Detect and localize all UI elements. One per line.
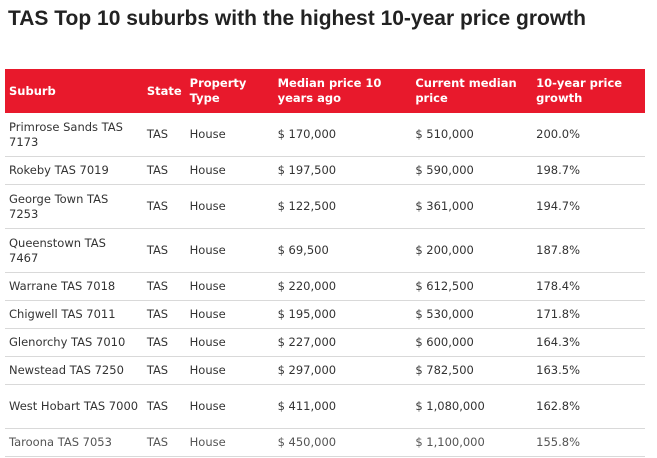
header-median-10-years-ago: Median price 10 years ago (273, 69, 412, 113)
cell-property-type: House (185, 356, 274, 385)
header-state: State (142, 69, 186, 113)
cell-property-type: House (185, 113, 274, 157)
cell-suburb: Primrose Sands TAS 7173 (5, 113, 143, 157)
cell-median-10-years-ago: $ 411,000 (273, 384, 412, 429)
table-row: Primrose Sands TAS 7173 TAS House $ 170,… (5, 113, 645, 157)
cell-price-growth: 198.7% (532, 156, 645, 185)
cell-suburb: Queenstown TAS 7467 (5, 228, 143, 273)
cell-current-median: $ 200,000 (411, 228, 533, 273)
cell-property-type: House (185, 228, 274, 273)
table-row: West Hobart TAS 7000 TAS House $ 411,000… (5, 384, 645, 429)
header-property-type: Property Type (185, 69, 274, 113)
cell-state: TAS (142, 113, 186, 157)
cell-median-10-years-ago: $ 195,000 (273, 300, 412, 329)
cell-state: TAS (142, 428, 186, 457)
cell-current-median: $ 530,000 (411, 300, 533, 329)
cell-suburb: Glenorchy TAS 7010 (5, 328, 143, 357)
cell-property-type: House (185, 184, 274, 229)
cell-price-growth: 200.0% (532, 113, 645, 157)
table-row: Rokeby TAS 7019 TAS House $ 197,500 $ 59… (5, 156, 645, 185)
cell-current-median: $ 590,000 (411, 156, 533, 185)
cell-price-growth: 187.8% (532, 228, 645, 273)
cell-property-type: House (185, 300, 274, 329)
cell-price-growth: 155.8% (532, 428, 645, 457)
cell-suburb: Rokeby TAS 7019 (5, 156, 143, 185)
cell-price-growth: 163.5% (532, 356, 645, 385)
cell-median-10-years-ago: $ 297,000 (273, 356, 412, 385)
cell-state: TAS (142, 356, 186, 385)
cell-current-median: $ 600,000 (411, 328, 533, 357)
cell-price-growth: 171.8% (532, 300, 645, 329)
header-suburb: Suburb (5, 69, 143, 113)
cell-suburb: Newstead TAS 7250 (5, 356, 143, 385)
table-header-row: Suburb State Property Type Median price … (5, 69, 645, 113)
cell-suburb: George Town TAS 7253 (5, 184, 143, 229)
cell-price-growth: 178.4% (532, 272, 645, 301)
table-row: Warrane TAS 7018 TAS House $ 220,000 $ 6… (5, 272, 645, 301)
cell-state: TAS (142, 272, 186, 301)
cell-suburb: Warrane TAS 7018 (5, 272, 143, 301)
cell-property-type: House (185, 272, 274, 301)
cell-median-10-years-ago: $ 197,500 (273, 156, 412, 185)
cell-current-median: $ 361,000 (411, 184, 533, 229)
cell-price-growth: 162.8% (532, 384, 645, 429)
cell-current-median: $ 510,000 (411, 113, 533, 157)
cell-state: TAS (142, 328, 186, 357)
cell-median-10-years-ago: $ 170,000 (273, 113, 412, 157)
header-current-median: Current median price (411, 69, 533, 113)
cell-current-median: $ 1,080,000 (411, 384, 533, 429)
cell-median-10-years-ago: $ 69,500 (273, 228, 412, 273)
cell-price-growth: 164.3% (532, 328, 645, 357)
cell-median-10-years-ago: $ 450,000 (273, 428, 412, 457)
cell-property-type: House (185, 428, 274, 457)
cell-suburb: Chigwell TAS 7011 (5, 300, 143, 329)
page-title: TAS Top 10 suburbs with the highest 10-y… (8, 7, 586, 30)
suburb-growth-table: Suburb State Property Type Median price … (5, 69, 645, 457)
table-row: Chigwell TAS 7011 TAS House $ 195,000 $ … (5, 300, 645, 329)
cell-price-growth: 194.7% (532, 184, 645, 229)
cell-median-10-years-ago: $ 220,000 (273, 272, 412, 301)
table-row: Queenstown TAS 7467 TAS House $ 69,500 $… (5, 228, 645, 273)
table-row: Glenorchy TAS 7010 TAS House $ 227,000 $… (5, 328, 645, 357)
cell-current-median: $ 782,500 (411, 356, 533, 385)
cell-median-10-years-ago: $ 122,500 (273, 184, 412, 229)
cell-current-median: $ 1,100,000 (411, 428, 533, 457)
cell-current-median: $ 612,500 (411, 272, 533, 301)
cell-property-type: House (185, 328, 274, 357)
table-row: Newstead TAS 7250 TAS House $ 297,000 $ … (5, 356, 645, 385)
cell-state: TAS (142, 184, 186, 229)
cell-suburb: West Hobart TAS 7000 (5, 384, 143, 429)
cell-state: TAS (142, 300, 186, 329)
table-row: George Town TAS 7253 TAS House $ 122,500… (5, 184, 645, 229)
cell-property-type: House (185, 156, 274, 185)
cell-median-10-years-ago: $ 227,000 (273, 328, 412, 357)
cell-state: TAS (142, 228, 186, 273)
header-price-growth: 10-year price growth (532, 69, 645, 113)
cell-state: TAS (142, 156, 186, 185)
cell-suburb: Taroona TAS 7053 (5, 428, 143, 457)
cell-property-type: House (185, 384, 274, 429)
cell-state: TAS (142, 384, 186, 429)
table-row: Taroona TAS 7053 TAS House $ 450,000 $ 1… (5, 428, 645, 457)
